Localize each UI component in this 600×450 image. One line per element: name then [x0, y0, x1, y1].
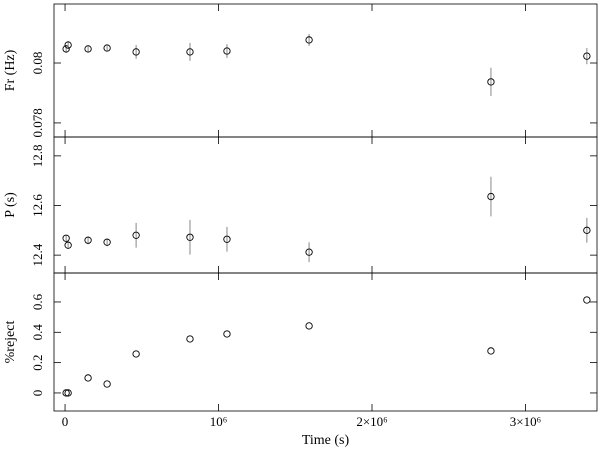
- point: [305, 36, 313, 44]
- point: [64, 241, 72, 249]
- x-tick-label: 3×10⁶: [510, 414, 541, 429]
- point: [103, 380, 111, 388]
- point: [583, 52, 591, 60]
- point: [132, 350, 140, 358]
- y-tick-label: 0.6: [30, 293, 45, 310]
- point: [62, 389, 70, 397]
- y-tick-label: 0.078: [30, 108, 45, 137]
- point: [487, 192, 495, 201]
- y-tick-label: 12.4: [30, 243, 45, 266]
- point: [132, 231, 140, 239]
- y-tick-label: 0.4: [30, 324, 45, 341]
- point: [62, 234, 70, 242]
- y-axis-label: %reject: [3, 321, 18, 364]
- point: [487, 78, 495, 86]
- point: [84, 374, 92, 382]
- point: [223, 47, 231, 55]
- point: [103, 44, 111, 52]
- point: [62, 45, 70, 53]
- panel-frame: [53, 3, 598, 138]
- point: [305, 248, 313, 256]
- point: [223, 330, 231, 338]
- point: [84, 236, 92, 244]
- point: [64, 389, 72, 397]
- point: [583, 226, 591, 234]
- y-tick-label: 12.6: [30, 194, 45, 217]
- panel-frame: [53, 136, 598, 274]
- x-axis-label: Time (s): [302, 433, 350, 448]
- point: [64, 41, 72, 49]
- y-tick-label: 0: [30, 390, 45, 397]
- x-tick-label: 10⁶: [210, 414, 228, 429]
- y-axis-label: P (s): [3, 192, 18, 218]
- x-tick-label: 0: [62, 414, 69, 429]
- point: [305, 322, 313, 330]
- y-tick-label: 0.08: [30, 52, 45, 75]
- y-axis-label: Fr (Hz): [3, 49, 18, 91]
- point: [132, 48, 140, 56]
- point: [583, 296, 591, 304]
- y-tick-label: 12.8: [30, 144, 45, 167]
- point: [186, 335, 194, 343]
- point: [103, 238, 111, 246]
- point: [223, 235, 231, 243]
- point: [84, 45, 92, 53]
- point: [186, 48, 194, 56]
- x-tick-label: 2×10⁶: [356, 414, 387, 429]
- y-tick-label: 0.2: [30, 354, 45, 370]
- point: [186, 233, 194, 241]
- point: [487, 347, 495, 355]
- panel-frame: [53, 272, 598, 412]
